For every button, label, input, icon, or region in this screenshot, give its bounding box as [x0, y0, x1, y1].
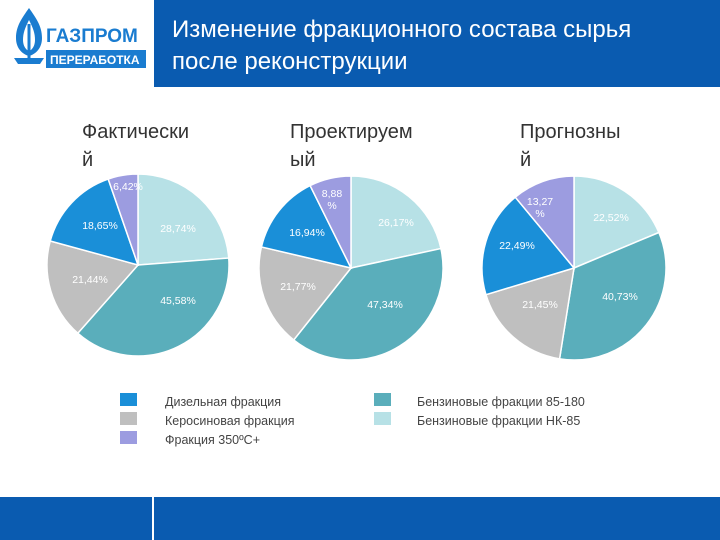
legend-swatch-diesel	[120, 393, 137, 406]
pie3-slice-350	[514, 175, 575, 271]
legend-label-diesel: Дизельная фракция	[165, 394, 282, 409]
page-title-line2: после реконструкции	[172, 48, 408, 75]
logo-main-text: ГАЗПРОМ	[46, 26, 138, 47]
footer-divider	[152, 497, 154, 540]
pie3-slice-kerosene	[485, 266, 575, 360]
chart-title-projected: Проектируем ый	[290, 121, 413, 171]
pie2-slice-gasoline-85-180	[292, 247, 444, 361]
pie1-slice-gasoline-85-180	[76, 257, 230, 357]
legend-label-gasoline-nk-85: Бензиновые фракции НК-85	[417, 413, 581, 428]
logo-sub-band	[46, 50, 146, 68]
logo-panel: ГАЗПРОМ ПЕРЕРАБОТКА	[0, 0, 152, 87]
pie2-slice-kerosene	[258, 246, 353, 342]
pie3-label-gasoline-nk-85: 22,52%	[593, 212, 629, 224]
chart-title-actual: Фактически й	[82, 121, 190, 171]
pie2-label-kerosene: 21,77%	[280, 281, 316, 293]
pie2-label-gasoline-85-180: 47,34%	[367, 299, 403, 311]
legend-label-kerosene: Керосиновая фракция	[165, 413, 295, 428]
legend-right: Бензиновые фракции 85-180 Бензиновые фра…	[417, 392, 585, 430]
pie1-slice-gasoline-nk-85	[137, 173, 230, 266]
pie2-label-350: 8,88%	[322, 188, 343, 212]
pie1-slice-kerosene	[46, 240, 140, 335]
page-title-line1: Изменение фракционного состава сырья	[172, 16, 632, 43]
pie2-slice-diesel	[260, 184, 353, 270]
pie1-label-kerosene: 21,44%	[72, 274, 108, 286]
pie3-slice-diesel	[481, 196, 576, 296]
pie3-label-diesel: 22,49%	[499, 240, 535, 252]
flame-icon	[14, 8, 44, 64]
header-divider	[152, 0, 154, 87]
legend-swatch-kerosene	[120, 412, 137, 425]
logo-sub-text: ПЕРЕРАБОТКА	[50, 53, 140, 67]
legend-swatch-gasoline-nk-85	[374, 412, 391, 425]
legend-swatch-gasoline-85-180	[374, 393, 391, 406]
pie3-slice-gasoline-nk-85	[573, 175, 660, 270]
pie2-label-gasoline-nk-85: 26,17%	[378, 217, 414, 229]
footer-bar	[0, 497, 720, 540]
pie1-label-350: 6,42%	[113, 181, 143, 193]
legend-left: Дизельная фракция Керосиновая фракция Фр…	[165, 392, 295, 449]
legend-label-350: Фракция 350ºС+	[165, 432, 261, 447]
pie2-label-diesel: 16,94%	[289, 227, 325, 239]
pie3-slice-gasoline-85-180	[558, 231, 667, 361]
page-title: Изменение фракционного состава сырья пос…	[172, 14, 712, 78]
pie1-label-gasoline-85-180: 45,58%	[160, 295, 196, 307]
pie1-slice-350	[107, 173, 139, 266]
chart-title-forecast: Прогнозны й	[520, 121, 621, 171]
gazprom-logo: ГАЗПРОМ ПЕРЕРАБОТКА	[14, 8, 146, 68]
legend-swatch-350	[120, 431, 137, 444]
pie1-label-diesel: 18,65%	[82, 220, 118, 232]
pie1-slice-diesel	[49, 178, 140, 267]
pie2-slice-350	[309, 175, 352, 269]
pie3-label-kerosene: 21,45%	[522, 299, 558, 311]
pie3-label-gasoline-85-180: 40,73%	[602, 291, 638, 303]
pie-charts: 28,74% 45,58% 21,44% 18,65% 6,42% 26,17% 47,34…	[46, 173, 667, 361]
pie3-label-350: 13,27%	[527, 196, 553, 220]
legend-label-gasoline-85-180: Бензиновые фракции 85-180	[417, 394, 585, 409]
pie2-slice-gasoline-nk-85	[350, 175, 442, 269]
pie1-label-gasoline-nk-85: 28,74%	[160, 223, 196, 235]
